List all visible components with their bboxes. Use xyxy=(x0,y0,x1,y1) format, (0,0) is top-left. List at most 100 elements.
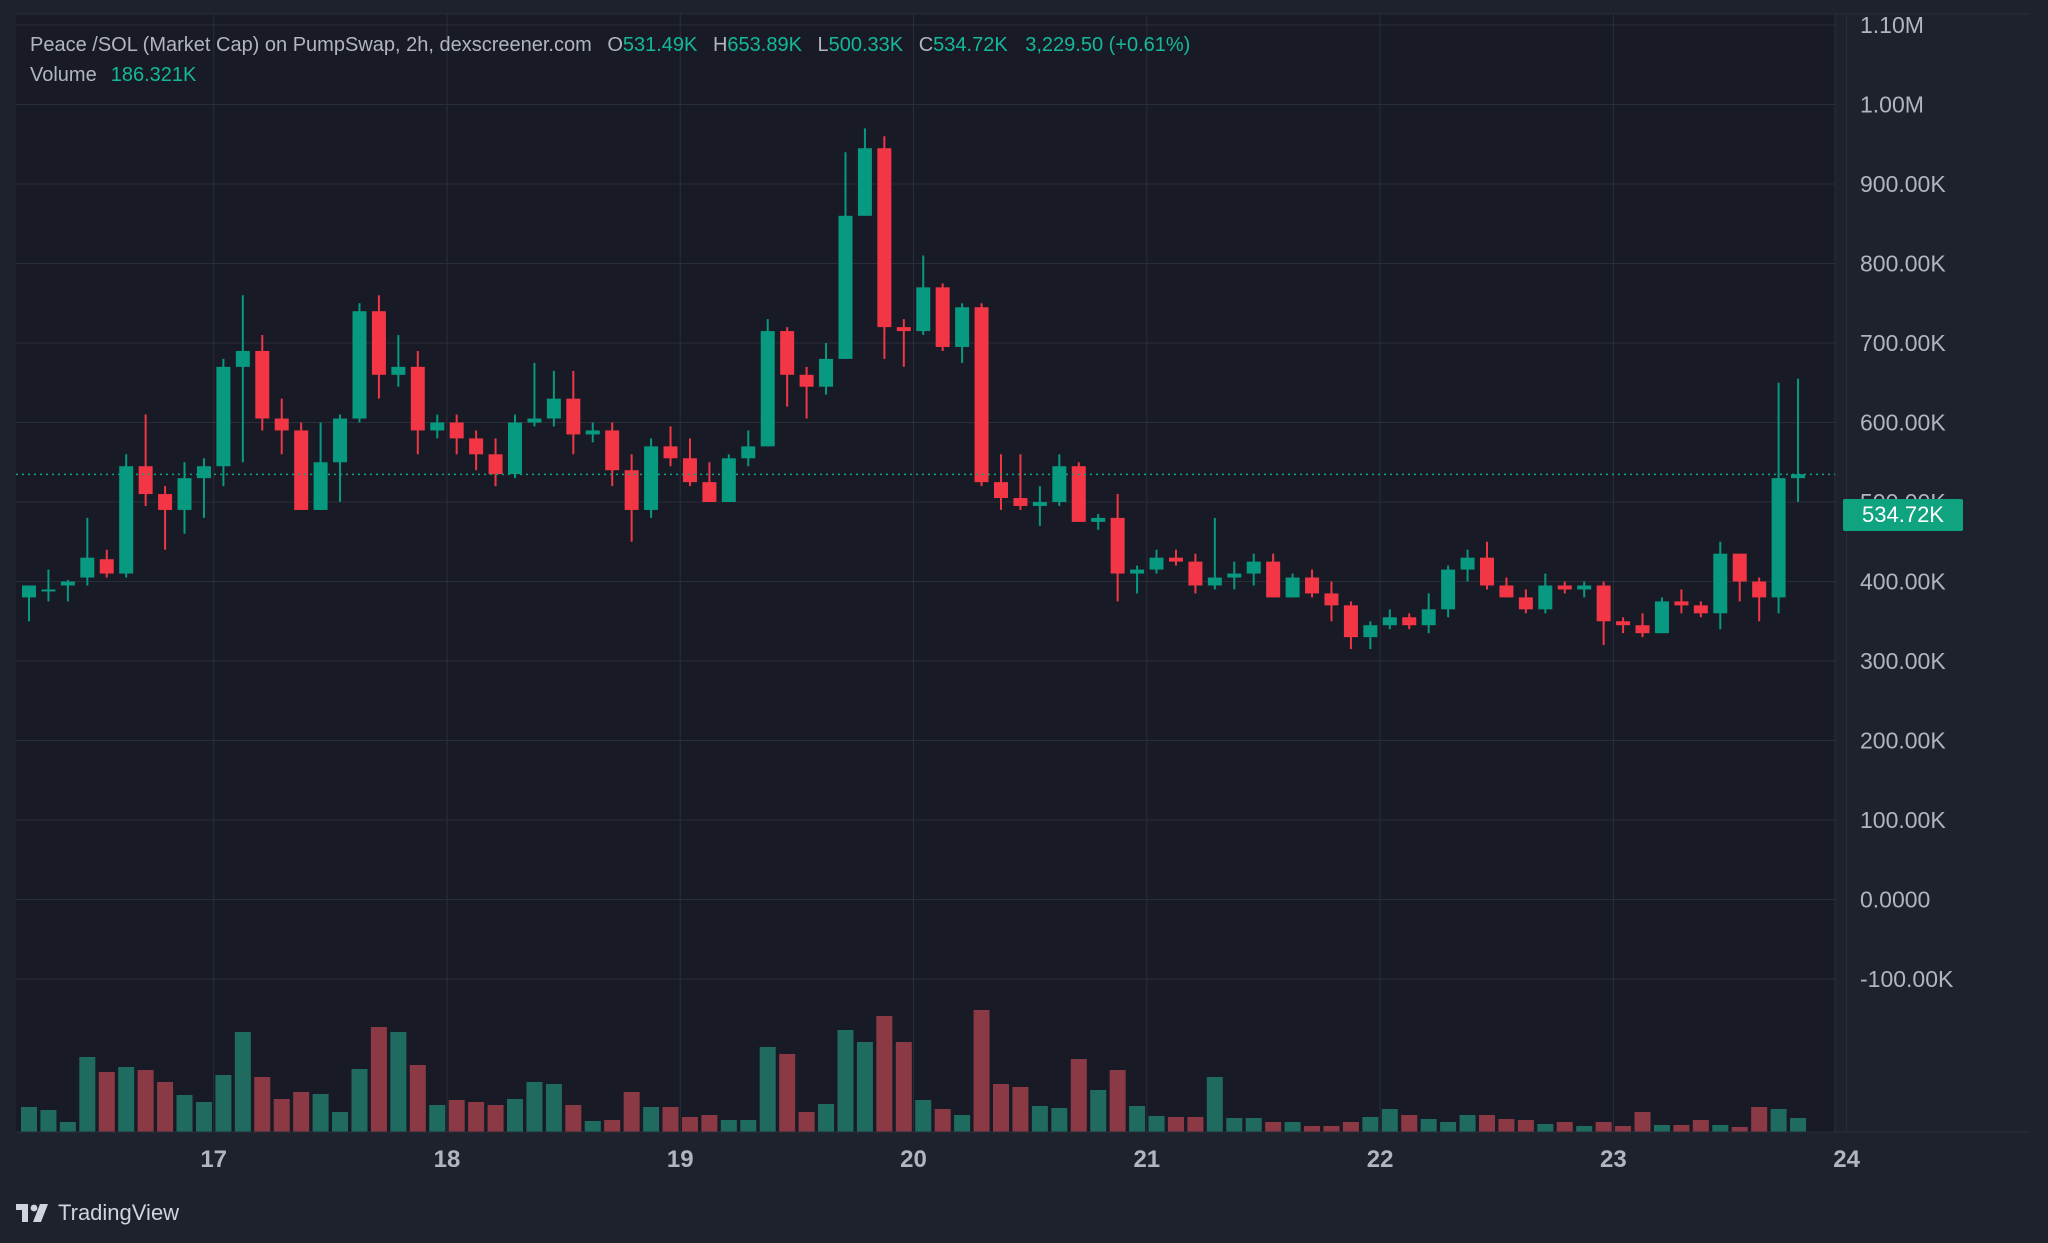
volume-bar xyxy=(1440,1122,1457,1132)
candle xyxy=(255,335,270,431)
candle-body xyxy=(1305,577,1320,594)
volume-bar xyxy=(1381,1109,1398,1132)
candle xyxy=(1305,569,1320,598)
grid-lines xyxy=(16,14,1848,1132)
open-value: 531.49K xyxy=(622,34,698,56)
y-tick-label: 100.00K xyxy=(1860,807,1946,833)
candle xyxy=(99,549,114,578)
volume-bar xyxy=(818,1104,835,1132)
volume-bar xyxy=(1712,1125,1729,1132)
candle xyxy=(1771,382,1786,614)
candle-body xyxy=(1032,502,1047,506)
volume-bar xyxy=(759,1047,776,1132)
candle xyxy=(1188,553,1203,594)
candle-body xyxy=(430,422,445,431)
candle-body xyxy=(1130,569,1145,574)
tradingview-brand[interactable]: TradingView xyxy=(16,1200,179,1226)
candle xyxy=(527,362,542,427)
candle-body xyxy=(1324,593,1339,606)
candle xyxy=(857,128,872,216)
volume-bar xyxy=(137,1070,154,1132)
candle-body xyxy=(371,311,386,375)
candle-body xyxy=(158,494,173,510)
candle xyxy=(1324,581,1339,622)
candle-body xyxy=(605,430,620,471)
candle xyxy=(1343,601,1358,650)
candle-body xyxy=(274,418,289,431)
candle-body xyxy=(294,430,309,510)
candle-body xyxy=(1674,601,1689,606)
candle-body xyxy=(896,327,911,332)
brand-name: TradingView xyxy=(58,1200,180,1225)
volume-bar xyxy=(1537,1124,1554,1132)
volume-bar xyxy=(1304,1126,1321,1132)
candle xyxy=(1207,517,1222,590)
open-key: O xyxy=(607,34,623,56)
volume-bar xyxy=(1420,1119,1437,1132)
volume-bar xyxy=(1362,1117,1379,1132)
volume-bar xyxy=(565,1105,582,1132)
candle xyxy=(1266,553,1281,598)
high-value: 653.89K xyxy=(727,34,802,56)
volume-bar xyxy=(856,1042,873,1132)
candle xyxy=(469,430,484,471)
candle xyxy=(682,438,697,487)
volume-bar xyxy=(584,1121,601,1132)
volume-bar xyxy=(1634,1112,1651,1132)
x-tick-label: 21 xyxy=(1133,1146,1160,1173)
volume-bar xyxy=(1653,1125,1670,1132)
volume-bar xyxy=(448,1100,465,1132)
candle-body xyxy=(1266,561,1281,598)
candle xyxy=(1091,513,1106,530)
plot-area[interactable] xyxy=(16,14,1835,1132)
candle-body xyxy=(877,148,892,328)
candle xyxy=(605,422,620,487)
volume-bar xyxy=(934,1109,951,1132)
volume-bar xyxy=(390,1032,407,1132)
candle-body xyxy=(1791,474,1806,479)
candle xyxy=(624,454,639,542)
tradingview-logo-icon xyxy=(16,1204,48,1222)
candle-body xyxy=(22,585,36,598)
candle-body xyxy=(1071,466,1086,522)
volume-bar xyxy=(1284,1122,1301,1132)
y-tick-label: 1.00M xyxy=(1860,92,1924,118)
candle-body xyxy=(1402,617,1417,626)
candle-body xyxy=(1013,498,1028,506)
candle-body xyxy=(391,366,406,375)
candle xyxy=(274,398,289,455)
candle-body xyxy=(196,466,211,479)
x-tick-label: 24 xyxy=(1833,1146,1860,1173)
candle xyxy=(333,414,348,502)
candle xyxy=(235,295,250,463)
candle xyxy=(994,454,1008,510)
candle xyxy=(1713,541,1728,630)
candle xyxy=(935,283,950,351)
candle xyxy=(371,295,386,399)
candle-body xyxy=(527,418,542,423)
candle-body xyxy=(624,470,639,510)
volume-bar xyxy=(1012,1087,1029,1132)
volume-bar xyxy=(59,1122,76,1132)
candle xyxy=(1246,553,1261,586)
candle xyxy=(1013,454,1028,510)
volume-bar xyxy=(370,1027,387,1132)
candle-body xyxy=(1421,609,1436,626)
candle-body xyxy=(1052,466,1067,502)
volume-bar xyxy=(79,1057,96,1132)
candle-body xyxy=(1771,478,1786,598)
candle-body xyxy=(1285,577,1300,598)
volume-bar xyxy=(1051,1108,1068,1132)
candle-body xyxy=(1518,597,1533,610)
candle-body xyxy=(216,366,231,467)
candle xyxy=(80,517,95,586)
candle-body xyxy=(1441,569,1456,610)
volume-bar xyxy=(1790,1118,1807,1132)
candle-body xyxy=(955,307,970,347)
volume-bar xyxy=(1265,1122,1282,1132)
candle xyxy=(410,350,425,455)
candle-body xyxy=(1713,553,1728,614)
chart-svg[interactable]: 1.10M 1.00M 900.00K 800.00K 700.00K 600.00K 50… xyxy=(0,0,2048,1184)
candle-body xyxy=(585,430,600,435)
close-value: 534.72K xyxy=(933,34,1008,56)
